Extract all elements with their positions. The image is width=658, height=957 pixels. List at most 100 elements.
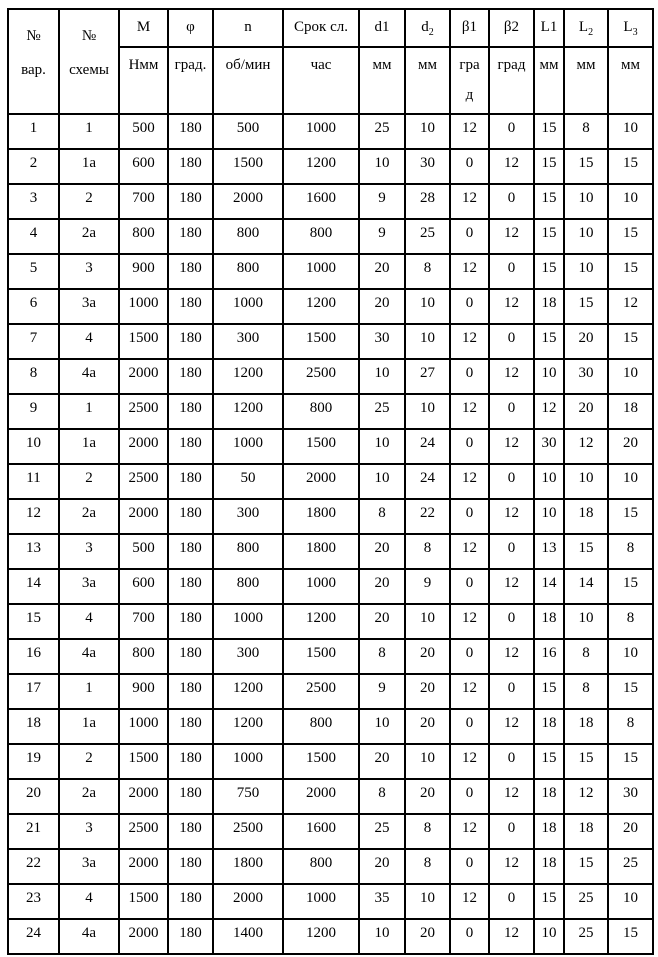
table-cell: 18 <box>533 288 565 325</box>
table-cell: 4а <box>58 638 120 675</box>
table-cell: 1200 <box>282 288 360 325</box>
table-cell: 180 <box>167 603 214 640</box>
table-row: 8 4а 2000 180 1200 2500 10 27 0 12 10 30 10 <box>7 358 654 395</box>
table-cell: 30 <box>563 358 609 395</box>
header-unit-l1: мм <box>533 46 565 115</box>
table-cell: 15 <box>7 603 60 640</box>
table-cell: 12 <box>449 883 490 920</box>
table-cell: 600 <box>118 148 169 185</box>
table-cell: 180 <box>167 918 214 955</box>
table-cell: 800 <box>118 638 169 675</box>
table-cell: 20 <box>607 428 654 465</box>
header-param-d1: d1 <box>358 8 406 48</box>
table-cell: 10 <box>404 323 451 360</box>
table-cell: 0 <box>488 673 535 710</box>
table-cell: 900 <box>118 673 169 710</box>
table-cell: 25 <box>358 393 406 430</box>
header-unit-d2: мм <box>404 46 451 115</box>
table-cell: 15 <box>533 253 565 290</box>
table-cell: 0 <box>449 638 490 675</box>
table-cell: 16 <box>7 638 60 675</box>
table-cell: 12 <box>7 498 60 535</box>
table-cell: 1800 <box>282 498 360 535</box>
table-cell: 12 <box>488 638 535 675</box>
table-cell: 3а <box>58 848 120 885</box>
table-cell: 0 <box>488 743 535 780</box>
param-sub: 2 <box>588 27 594 38</box>
table-cell: 15 <box>533 673 565 710</box>
header-param-service-life: Срок сл. <box>282 8 360 48</box>
table-cell: 9 <box>358 218 406 255</box>
table-cell: 1600 <box>282 183 360 220</box>
table-cell: 12 <box>449 743 490 780</box>
table-cell: 800 <box>212 568 284 605</box>
table-cell: 2500 <box>118 393 169 430</box>
header-param-l2: L2 <box>563 8 609 48</box>
unit-label: мм <box>576 57 596 73</box>
table-row: 9 1 2500 180 1200 800 25 10 12 0 12 20 18 <box>7 393 654 430</box>
table-cell: 1000 <box>212 603 284 640</box>
table-cell: 1200 <box>212 708 284 745</box>
table-cell: 8 <box>404 533 451 570</box>
table-cell: 20 <box>404 918 451 955</box>
param-label: β1 <box>461 19 478 35</box>
table-cell: 800 <box>282 218 360 255</box>
table-cell: 10 <box>607 638 654 675</box>
table-cell: 2000 <box>282 778 360 815</box>
table-cell: 15 <box>607 498 654 535</box>
table-cell: 50 <box>212 463 284 500</box>
table-cell: 10 <box>563 253 609 290</box>
table-row: 23 4 1500 180 2000 1000 35 10 12 0 15 25 10 <box>7 883 654 920</box>
table-cell: 180 <box>167 848 214 885</box>
table-cell: 15 <box>607 148 654 185</box>
table-cell: 15 <box>607 568 654 605</box>
table-cell: 13 <box>7 533 60 570</box>
table-cell: 1000 <box>118 288 169 325</box>
table-cell: 8 <box>563 673 609 710</box>
table-cell: 0 <box>449 708 490 745</box>
table-cell: 4 <box>58 883 120 920</box>
table-row: 12 2а 2000 180 300 1800 8 22 0 12 10 18 15 <box>7 498 654 535</box>
table-cell: 15 <box>607 918 654 955</box>
table-cell: 1800 <box>212 848 284 885</box>
unit-label: град. <box>174 57 207 73</box>
table-cell: 15 <box>563 288 609 325</box>
table-cell: 3 <box>7 183 60 220</box>
table-cell: 18 <box>533 848 565 885</box>
table-cell: 20 <box>358 848 406 885</box>
table-cell: 12 <box>488 848 535 885</box>
table-cell: 18 <box>563 498 609 535</box>
table-cell: 15 <box>563 848 609 885</box>
table-cell: 0 <box>488 323 535 360</box>
table-body: 1 1 500 180 500 1000 25 10 12 0 15 8 10 2 1а 600 180 1500… <box>7 113 654 955</box>
table-cell: 180 <box>167 673 214 710</box>
table-cell: 18 <box>7 708 60 745</box>
table-cell: 30 <box>533 428 565 465</box>
table-cell: 800 <box>212 253 284 290</box>
table-cell: 10 <box>607 183 654 220</box>
table-cell: 4 <box>58 323 120 360</box>
table-cell: 4а <box>58 358 120 395</box>
table-row: 14 3а 600 180 800 1000 20 9 0 12 14 14 15 <box>7 568 654 605</box>
table-cell: 700 <box>118 603 169 640</box>
table-cell: 12 <box>449 183 490 220</box>
table-cell: 8 <box>563 113 609 150</box>
table-row: 19 2 1500 180 1000 1500 20 10 12 0 15 15 15 <box>7 743 654 780</box>
table-cell: 2000 <box>212 183 284 220</box>
table-cell: 800 <box>282 393 360 430</box>
table-cell: 25 <box>563 918 609 955</box>
table-cell: 10 <box>404 883 451 920</box>
table-cell: 35 <box>358 883 406 920</box>
table-cell: 10 <box>404 743 451 780</box>
table-cell: 2500 <box>282 673 360 710</box>
table-cell: 10 <box>563 463 609 500</box>
table-row: 22 3а 2000 180 1800 800 20 8 0 12 18 15 25 <box>7 848 654 885</box>
table-cell: 12 <box>488 708 535 745</box>
table-cell: 800 <box>282 708 360 745</box>
header-scheme-number: № схемы <box>58 8 120 115</box>
table-cell: 0 <box>449 218 490 255</box>
table-cell: 800 <box>212 218 284 255</box>
table-cell: 8 <box>404 813 451 850</box>
table-cell: 1500 <box>282 638 360 675</box>
table-cell: 3а <box>58 288 120 325</box>
